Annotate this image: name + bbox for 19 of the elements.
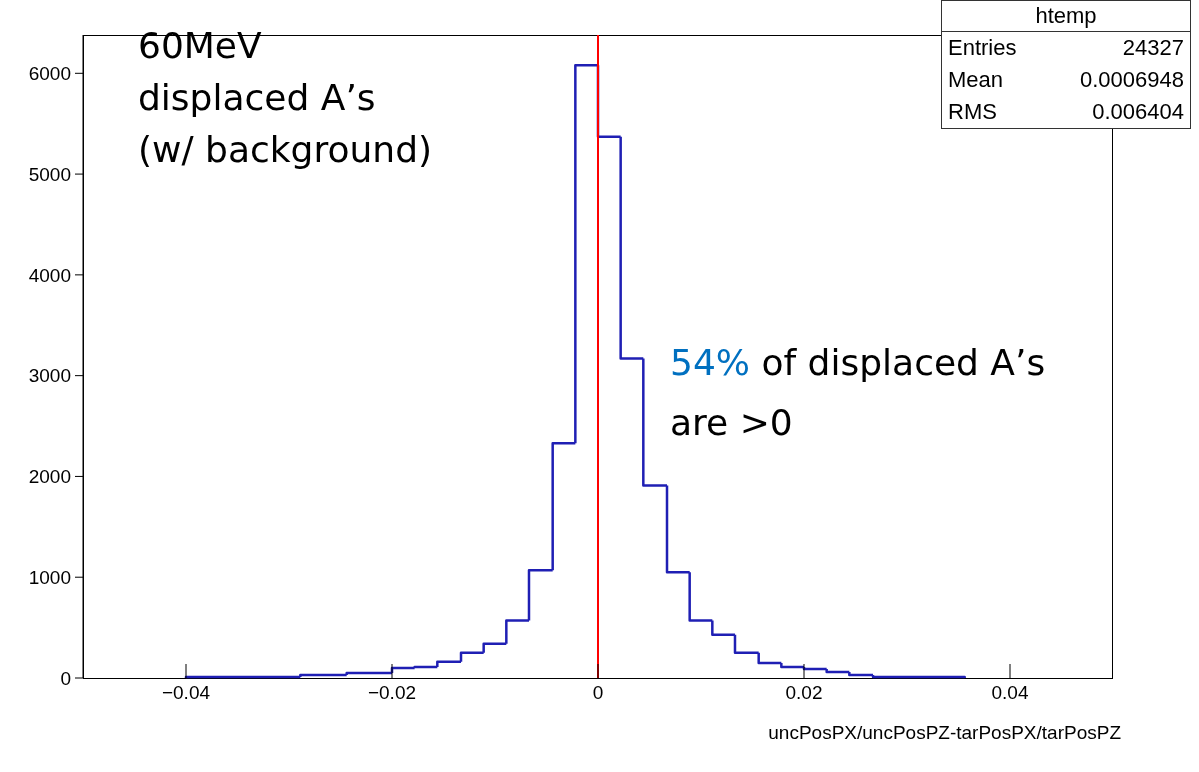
x-tick-label: −0.04 (161, 682, 211, 704)
text: RMS 0.006404 (948, 99, 1184, 124)
y-tick-label: 6000 (28, 63, 71, 85)
x-tick-label: 0.04 (991, 682, 1029, 704)
y-tick-label: 4000 (28, 264, 71, 286)
x-tick-label: 0.02 (785, 682, 823, 704)
annotation: 54% of displaced A’s are >0 (670, 341, 1046, 445)
y-tick-label: 0 (60, 667, 71, 689)
annotation: 60MeV displaced A’s (w/ background) (138, 24, 433, 172)
y-tick-label: 3000 (28, 365, 71, 387)
x-tick-label: 0 (592, 682, 604, 704)
text: Mean 0.0006948 (948, 67, 1184, 92)
y-tick-label: 1000 (28, 566, 71, 588)
y-tick-label: 2000 (28, 466, 71, 488)
text: Entries 24327 (948, 35, 1184, 60)
text: htemp (942, 1, 1190, 32)
y-tick-label: 5000 (28, 163, 71, 185)
x-axis-title: uncPosPX/uncPosPZ-tarPosPX/tarPosPZ (768, 722, 1121, 744)
x-tick-label: −0.02 (367, 682, 417, 704)
